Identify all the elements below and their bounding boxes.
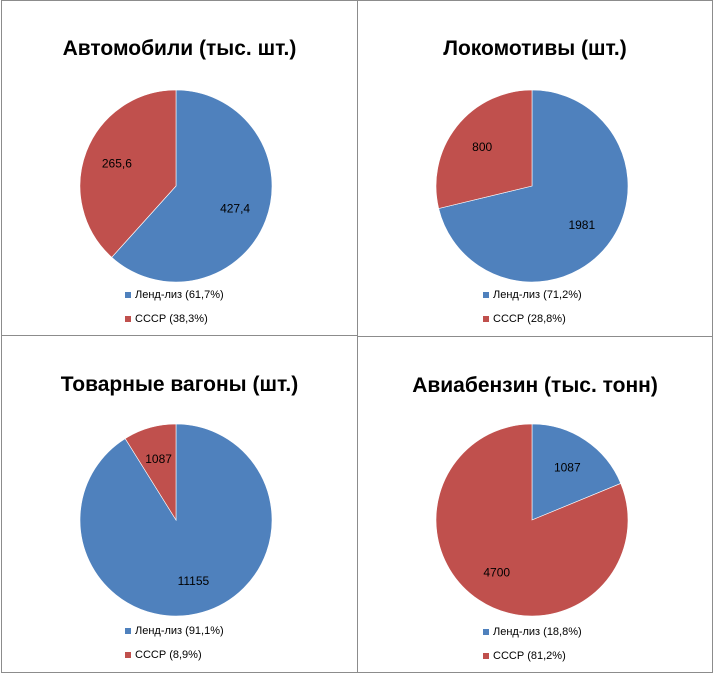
chart-title: Автомобили (тыс. шт.) [62, 37, 297, 60]
legend-item-ussr: СССР (81,2%) [483, 650, 566, 662]
legend-label: Ленд-лиз (71,2%) [493, 289, 582, 301]
legend-item-lend-lease: Ленд-лиз (61,7%) [125, 289, 224, 301]
pie-chart-aviation-fuel: 1087 4700 [435, 423, 629, 617]
chart-panel-cars: Автомобили (тыс. шт.) 427,4 265,6 Ленд-ли… [1, 0, 358, 336]
legend-swatch [483, 316, 489, 322]
pie-slice-lend-lease [438, 89, 629, 283]
legend-label: Ленд-лиз (91,1%) [135, 625, 224, 637]
pie-slice-ussr [124, 423, 177, 522]
data-label-ussr: 800 [472, 140, 492, 154]
data-label-lend-lease: 11155 [178, 574, 210, 588]
chart-title: Товарные вагоны (шт.) [60, 373, 299, 396]
legend-swatch [483, 629, 489, 635]
data-label-ussr: 265,6 [102, 156, 132, 170]
chart-panel-aviation-fuel: Авиабензин (тыс. тонн) 1087 4700 Ленд-лиз… [357, 336, 713, 673]
pie-slice-ussr [435, 89, 533, 209]
legend-item-lend-lease: Ленд-лиз (71,2%) [483, 289, 582, 301]
legend-item-ussr: СССР (28,8%) [483, 313, 566, 325]
legend-label: СССР (8,9%) [135, 649, 202, 661]
pie-slice-lend-lease [111, 89, 273, 283]
data-label-lend-lease: 1087 [554, 460, 581, 474]
legend-swatch [125, 316, 131, 322]
chart-title: Авиабензин (тыс. тонн) [412, 374, 658, 397]
pie-chart-freight-wagons: 11155 1087 [79, 423, 273, 617]
legend-swatch [125, 292, 131, 298]
legend-label: Ленд-лиз (61,7%) [135, 289, 224, 301]
legend-item-lend-lease: Ленд-лиз (91,1%) [125, 625, 224, 637]
chart-title: Локомотивы (шт.) [443, 37, 627, 60]
legend-swatch [483, 653, 489, 659]
pie-chart-cars: 427,4 265,6 [79, 89, 273, 283]
chart-panel-locomotives: Локомотивы (шт.) 1981 800 Ленд-лиз (71,2%… [357, 0, 713, 337]
legend-swatch [125, 628, 131, 634]
legend-label: СССР (81,2%) [493, 650, 566, 662]
data-label-lend-lease: 427,4 [220, 202, 250, 216]
legend-item-lend-lease: Ленд-лиз (18,8%) [483, 626, 582, 638]
legend-item-ussr: СССР (38,3%) [125, 313, 208, 325]
legend-swatch [125, 652, 131, 658]
legend-swatch [483, 292, 489, 298]
legend-label: СССР (38,3%) [135, 313, 208, 325]
data-label-ussr: 4700 [483, 566, 510, 580]
chart-panel-freight-wagons: Товарные вагоны (шт.) 11155 1087 Ленд-лиз… [1, 335, 358, 673]
pie-chart-locomotives: 1981 800 [435, 89, 629, 283]
data-label-ussr: 1087 [145, 452, 172, 466]
data-label-lend-lease: 1981 [568, 218, 595, 232]
pie-slice-ussr [79, 89, 177, 258]
legend-item-ussr: СССР (8,9%) [125, 649, 202, 661]
pie-slice-ussr [435, 423, 629, 617]
pie-slice-lend-lease [531, 423, 622, 521]
legend-label: СССР (28,8%) [493, 313, 566, 325]
legend-label: Ленд-лиз (18,8%) [493, 626, 582, 638]
